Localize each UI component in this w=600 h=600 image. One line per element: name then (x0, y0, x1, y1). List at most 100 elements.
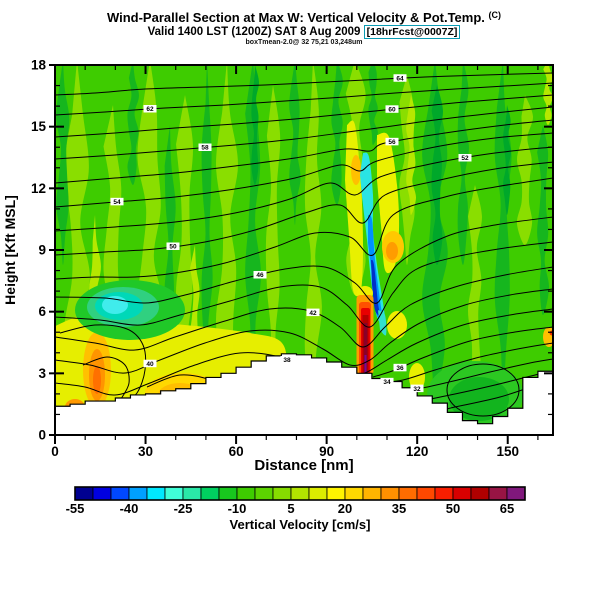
y-tick-label: 3 (38, 366, 46, 381)
colorbar-segment (398, 486, 418, 501)
plot-title-text: Wind-Parallel Section at Max W: Vertical… (106, 10, 485, 25)
velocity-streak (176, 95, 194, 435)
x-axis-label: Distance [nm] (254, 457, 353, 474)
plot-subtitle: Valid 1400 LST (1200Z) SAT 8 Aug 2009 [1… (55, 25, 553, 39)
band-yellow-lower-right (387, 311, 407, 339)
x-tick-label: 150 (496, 444, 519, 459)
y-tick-label: 12 (31, 181, 46, 196)
contour-label: 64 (393, 74, 407, 82)
colorbar-segment (128, 486, 148, 501)
valid-time-text: Valid 1400 LST (1200Z) SAT 8 Aug 2009 (147, 26, 361, 38)
colorbar-label: Vertical Velocity [cm/s] (230, 517, 371, 532)
contour-label-text: 46 (256, 272, 264, 279)
colorbar-segment (110, 486, 130, 501)
velocity-streak (406, 95, 417, 215)
contour-label: 62 (143, 105, 157, 113)
contour-label: 42 (306, 308, 320, 317)
contour-label-box (166, 242, 180, 250)
contour-label: 60 (385, 105, 399, 114)
contour-label-box (458, 154, 472, 162)
velocity-streak (399, 75, 415, 265)
contour-label-box (110, 197, 124, 206)
contour-label-text: 50 (169, 244, 177, 251)
contour-label: 46 (253, 271, 267, 279)
contour-label: 54 (110, 197, 124, 206)
velocity-streak (368, 65, 378, 145)
colorbar: -55 -40 -25 -10 5 20 35 50 65 (66, 486, 526, 516)
contour-label-box (306, 308, 320, 317)
colorbar-segment (182, 486, 202, 501)
theta-contour (376, 342, 553, 384)
contour-label-text: 36 (396, 365, 404, 372)
theta-contour (55, 119, 553, 184)
contour-label-box (380, 377, 394, 386)
contour-label-box (393, 363, 407, 372)
theta-contour-closed (82, 356, 130, 400)
contour-label-box (393, 74, 407, 82)
contour-label-box (143, 359, 157, 368)
plot-title-units: (C) (488, 10, 502, 20)
contour-label-text: 42 (309, 310, 317, 317)
theta-contour (55, 132, 553, 208)
contour-label: 58 (198, 143, 212, 152)
colorbar-segment (272, 486, 292, 501)
colorbar-tick-label: -10 (228, 501, 247, 516)
updraft-warm-core-inner (93, 366, 101, 394)
colorbar-segment (236, 486, 256, 501)
downdraft-band-navy (371, 260, 381, 316)
y-tick-label: 15 (31, 119, 47, 134)
colorbar-tick-label: 50 (446, 501, 460, 516)
title-block: Wind-Parallel Section at Max W: Vertical… (55, 10, 553, 46)
theta-contour (55, 266, 553, 351)
contour-label-text: 40 (146, 361, 154, 368)
velocity-streak (127, 65, 139, 185)
contour-label-box (198, 143, 212, 151)
velocity-streak (457, 65, 469, 265)
contour-label-text: 62 (146, 106, 154, 113)
contour-label: 56 (385, 137, 399, 146)
colorbar-segment (362, 486, 382, 501)
contour-label-box (280, 355, 294, 364)
contour-label-text: 34 (383, 379, 391, 386)
updraft-column-maroon (363, 323, 368, 375)
contour-label: 40 (143, 359, 157, 368)
velocity-streak (468, 185, 482, 405)
colorbar-segment (164, 486, 184, 501)
colorbar-tick-label: 35 (392, 501, 406, 516)
colorbar-segment (146, 486, 166, 501)
contour-label: 36 (393, 363, 407, 372)
valley-green-core (449, 377, 509, 421)
colorbar-tick-label: 65 (500, 501, 514, 516)
valley-yellow-edge (409, 363, 425, 391)
theta-contour (55, 82, 553, 116)
theta-contour (55, 106, 553, 160)
terrain-mask (55, 353, 553, 435)
theta-contour (55, 241, 553, 328)
velocity-streak (503, 105, 511, 215)
colorbar-segment (308, 486, 328, 501)
plot-annotation: boxTmean-2.0@ 32 75,21 03,248um (245, 39, 363, 46)
colorbar-tick-label: 5 (287, 501, 294, 516)
x-tick-label: 0 (51, 444, 59, 459)
theta-contour (55, 161, 553, 256)
colorbar-segment (434, 486, 454, 501)
theta-contour (55, 216, 553, 304)
colorbar-tick-label: -25 (174, 501, 193, 516)
theta-contour (55, 146, 553, 232)
colorbar-segment (452, 486, 472, 501)
y-tick-label: 9 (38, 243, 46, 258)
colorbar-tick-label: -55 (66, 501, 85, 516)
band-orange-right (386, 242, 398, 260)
contour-label-text: 38 (283, 357, 291, 364)
x-tick-label: 90 (319, 444, 334, 459)
y-tick-label: 0 (38, 428, 46, 443)
contour-label-text: 52 (461, 155, 469, 162)
colorbar-segment (290, 486, 310, 501)
theta-contour (55, 177, 553, 280)
y-tick-label: 18 (31, 58, 47, 73)
contour-label-box (410, 384, 424, 393)
cross-section-field: 64 62 60 58 56 54 52 50 46 42 40 38 36 34 32 (55, 65, 553, 435)
y-tick-label: 6 (38, 304, 46, 319)
